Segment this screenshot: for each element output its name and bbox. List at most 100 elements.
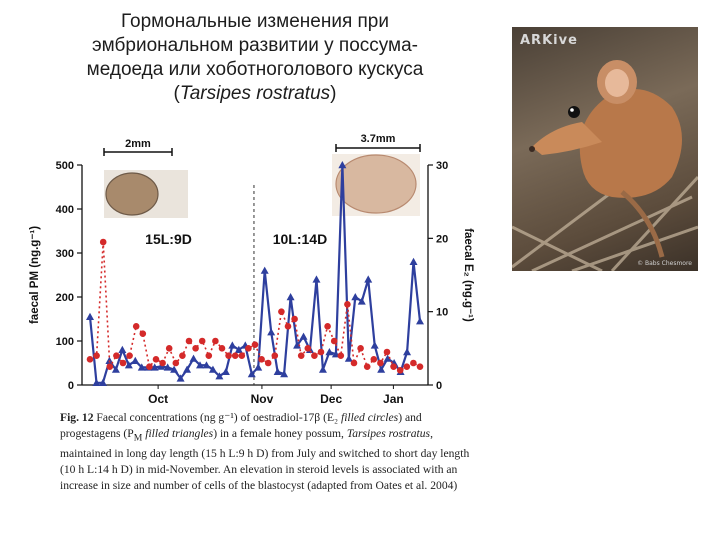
e2-data-point — [351, 360, 358, 367]
e2-data-point — [212, 338, 219, 345]
e2-data-point — [417, 363, 424, 370]
x-month-label: Jan — [383, 392, 404, 406]
e2-data-point — [311, 352, 318, 359]
pm-data-point — [274, 368, 282, 375]
e2-data-point — [357, 345, 364, 352]
e2-data-point — [192, 345, 199, 352]
e2-data-point — [272, 352, 279, 359]
caption-text-1: Faecal concentrations (ng g⁻¹) of oestra… — [96, 411, 341, 424]
e2-data-point — [318, 349, 325, 356]
y-left-tick-label: 200 — [56, 292, 74, 304]
y-right-tick-label: 20 — [436, 233, 448, 245]
e2-data-point — [344, 301, 351, 308]
e2-data-point — [107, 363, 114, 370]
e2-data-point — [278, 308, 285, 315]
y-left-tick-label: 400 — [56, 204, 74, 216]
e2-data-point — [166, 345, 173, 352]
pm-data-point — [131, 357, 139, 364]
pm-data-point — [222, 368, 230, 375]
scale-label-small: 2mm — [125, 138, 151, 150]
e2-data-point — [384, 349, 391, 356]
title-line-1: Гормональные изменения при — [20, 10, 490, 34]
pm-data-point — [228, 341, 236, 348]
honey-possum-photo: ARKive © Babs Chesmore — [512, 27, 698, 271]
pm-data-point — [351, 293, 359, 300]
y-right-tick-label: 0 — [436, 380, 442, 392]
e2-data-point — [371, 356, 378, 363]
e2-data-point — [265, 360, 272, 367]
e2-data-point — [252, 341, 259, 348]
pm-data-point — [364, 275, 372, 282]
e2-data-point — [239, 352, 246, 359]
long-day-label: 15L:9D — [145, 231, 192, 247]
caption-species: Tarsipes rostratus — [347, 427, 430, 440]
small-blastocyst-image — [106, 173, 158, 215]
e2-data-point — [338, 352, 345, 359]
pm-data-point — [410, 258, 418, 265]
pm-data-point — [190, 355, 198, 362]
e2-data-point — [199, 338, 206, 345]
e2-data-point — [305, 345, 312, 352]
e2-data-point — [173, 360, 180, 367]
y-right-axis-label: faecal E₂ (ng.g⁻¹) — [462, 228, 474, 322]
x-month-label: Dec — [320, 392, 342, 406]
e2-data-point — [87, 356, 94, 363]
e2-data-point — [159, 360, 166, 367]
x-month-label: Nov — [251, 392, 274, 406]
pm-data-point — [416, 317, 424, 324]
e2-data-point — [298, 352, 305, 359]
arkive-watermark: ARKive — [520, 33, 578, 48]
y-left-axis-label: faecal PM (ng.g⁻¹) — [29, 226, 41, 324]
y-right-tick-label: 10 — [436, 307, 448, 319]
e2-data-point — [404, 363, 411, 370]
figure-caption: Fig. 12 Faecal concentrations (ng g⁻¹) o… — [60, 410, 480, 494]
pm-data-point — [312, 275, 320, 282]
e2-data-point — [113, 352, 120, 359]
x-month-label: Oct — [148, 392, 168, 406]
short-day-label: 10L:14D — [273, 231, 327, 247]
e2-data-point — [390, 363, 397, 370]
y-left-tick-label: 0 — [68, 380, 74, 392]
e2-data-point — [120, 360, 127, 367]
pm-data-point — [403, 348, 411, 355]
y-right-tick-label: 30 — [436, 160, 448, 172]
pm-data-point — [86, 313, 94, 320]
e2-data-point — [258, 356, 265, 363]
title-line-2: эмбриональном развитии у поссума- — [20, 34, 490, 58]
e2-data-point — [232, 352, 239, 359]
e2-data-point — [291, 316, 298, 323]
e2-data-point — [126, 352, 133, 359]
y-left-tick-label: 100 — [56, 336, 74, 348]
pm-data-point — [267, 328, 275, 335]
e2-data-point — [410, 360, 417, 367]
y-left-tick-label: 500 — [56, 160, 74, 172]
scale-label-large: 3.7mm — [361, 133, 396, 145]
large-blastocyst-image — [336, 155, 416, 213]
e2-data-point — [397, 367, 404, 374]
e2-data-point — [153, 356, 160, 363]
caption-filled-triangles: filled triangles — [142, 427, 213, 440]
pm-data-point — [261, 267, 269, 274]
e2-data-point — [133, 323, 140, 330]
title-paren-close: ) — [330, 83, 336, 104]
e2-data-point — [179, 352, 186, 359]
e2-data-point — [225, 352, 232, 359]
title-species: Tarsipes rostratus — [180, 83, 330, 104]
e2-data-point — [100, 239, 107, 246]
pm-data-point — [319, 366, 327, 373]
title-line-3: медоеда или хоботноголового кускуса — [20, 58, 490, 82]
hormone-chart: 0 100 200 300 400 500 0 10 20 30 faecal PM (ng.g⁻¹… — [20, 128, 500, 413]
caption-filled-circles: filled circles — [341, 411, 398, 424]
y-left-tick-label: 300 — [56, 248, 74, 260]
pm-data-point — [287, 293, 295, 300]
e2-data-point — [245, 345, 252, 352]
e2-data-point — [377, 360, 384, 367]
caption-fig-label: Fig. 12 — [60, 411, 94, 424]
e2-data-point — [93, 352, 100, 359]
e2-data-point — [324, 323, 331, 330]
e2-data-point — [364, 363, 371, 370]
pm-data-point — [300, 333, 308, 340]
caption-text-5: ) in a female honey possum, — [213, 427, 347, 440]
e2-data-point — [219, 345, 226, 352]
pm-data-point — [118, 346, 126, 353]
